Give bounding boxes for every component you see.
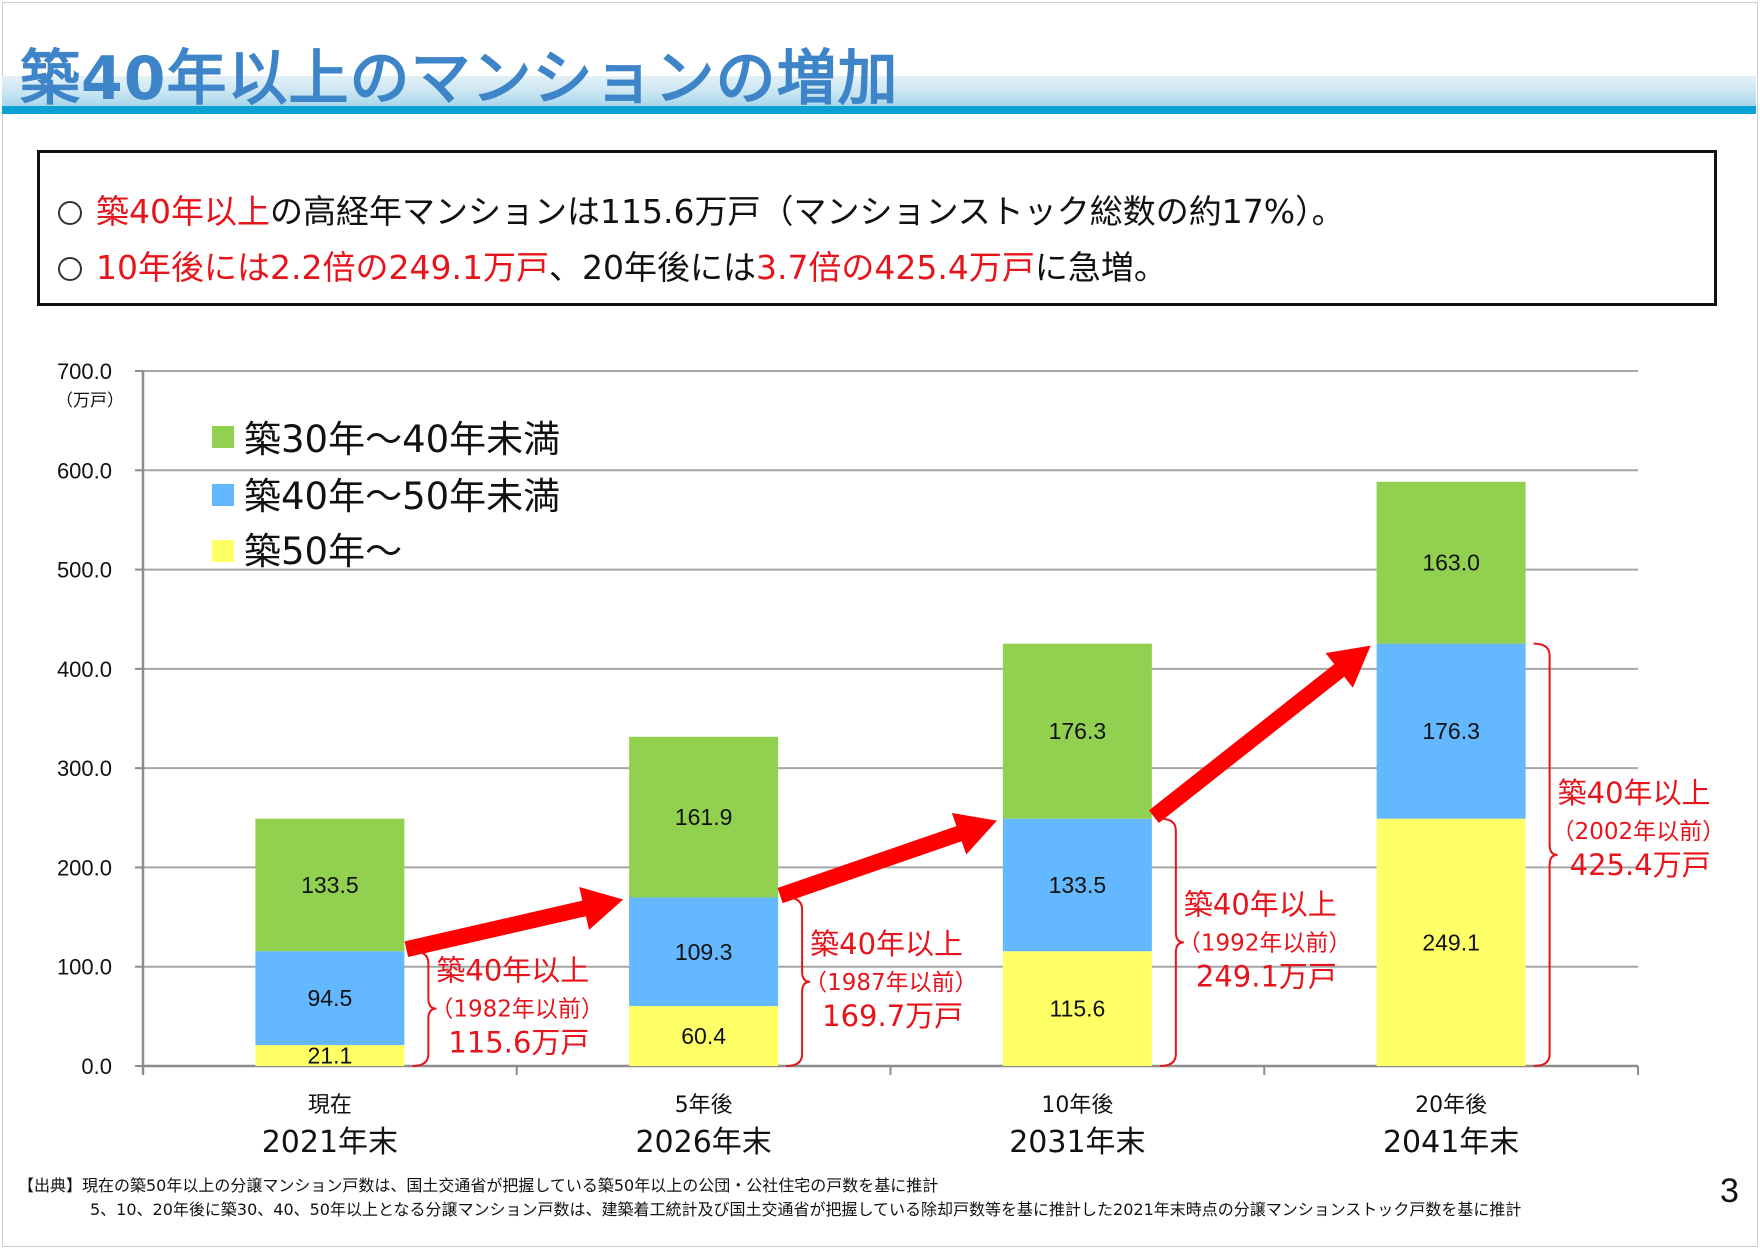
curly-brace	[1533, 642, 1558, 1067]
summary-box: 築40年以上の高経年マンションは115.6万戸（マンションストック総数の約17%…	[37, 150, 1717, 306]
summary-line-1-text: 築40年以上の高経年マンションは115.6万戸（マンションストック総数の約17%…	[96, 192, 1345, 231]
summary-line-2-text: 10年後には2.2倍の249.1万戸、20年後には3.7倍の425.4万戸に急増…	[96, 248, 1167, 287]
y-tick-label: 300.0	[57, 756, 112, 781]
trend-arrow	[404, 887, 624, 958]
x-category-label-top: 20年後	[1415, 1093, 1487, 1118]
summary-run: 築40年以上	[96, 192, 270, 231]
bar-value-label: 249.1	[1422, 929, 1480, 955]
bar-segment	[1002, 818, 1152, 952]
bar-value-label: 176.3	[1422, 718, 1480, 744]
legend-swatch-green	[212, 426, 234, 448]
bar-segment	[1376, 818, 1526, 1066]
annotation-total: 249.1万戸	[1196, 959, 1337, 993]
y-tick-label: 600.0	[57, 458, 112, 483]
legend-swatch-yellow	[212, 540, 234, 562]
annotation-period: （1987年以前）	[804, 970, 978, 996]
bar-segment	[1002, 643, 1152, 819]
x-category-label-bottom: 2021年末	[262, 1125, 398, 1160]
bar-segment	[255, 951, 405, 1046]
title-band	[2, 76, 1756, 106]
annotation-title: 築40年以上	[1558, 776, 1711, 810]
legend-label-50: 築50年～	[244, 530, 402, 573]
y-axis-unit: （万戸）	[56, 391, 124, 411]
legend: 築30年～40年未満 築40年～50年未満 築50年～	[212, 418, 560, 573]
circle-bullet-icon	[58, 257, 82, 281]
legend-label-30-40: 築30年～40年未満	[244, 418, 560, 461]
summary-run: 3.7倍の425.4万戸	[755, 248, 1035, 287]
title-rule	[2, 106, 1756, 114]
bar-value-label: 133.5	[1049, 872, 1107, 898]
annotation-title: 築40年以上	[436, 954, 589, 988]
y-tick-label: 200.0	[57, 855, 112, 880]
bar-value-label: 60.4	[681, 1023, 726, 1049]
y-tick-label: 0.0	[81, 1054, 112, 1079]
circle-bullet-icon	[58, 201, 82, 225]
trend-arrow	[1148, 645, 1371, 823]
bar-value-label: 21.1	[307, 1043, 352, 1069]
annotation-brackets: 築40年以上 （1982年以前） 115.6万戸 築40年以上 （1987年以前） 169…	[412, 642, 1726, 1067]
footer-source-line-1: 【出典】現在の築50年以上の分譲マンション戸数は、国土交通省が把握している築50…	[18, 1176, 939, 1195]
y-tick-label: 100.0	[57, 955, 112, 980]
bar-segment	[1002, 951, 1152, 1066]
bar-value-label: 115.6	[1049, 996, 1105, 1022]
trend-arrows	[404, 645, 1371, 958]
page-number: 3	[1720, 1172, 1739, 1210]
bar-value-label: 161.9	[675, 804, 733, 830]
y-tick-label: 700.0	[57, 359, 112, 384]
bars: 21.1 94.5 133.5 60.4 109.3 161.9 115.6 133.5 176…	[255, 481, 1526, 1069]
annotation-title: 築40年以上	[1184, 887, 1337, 921]
curly-brace	[412, 950, 437, 1067]
bar-segment	[629, 736, 779, 898]
bar-value-label: 176.3	[1049, 718, 1107, 744]
annotation-period: （2002年以前）	[1552, 819, 1726, 845]
bar-segment	[1376, 643, 1526, 819]
legend-swatch-blue	[212, 484, 234, 506]
legend-label-40-50: 築40年～50年未満	[244, 475, 560, 518]
slide-title: 築40年以上のマンションの増加	[20, 44, 899, 114]
trend-arrow	[777, 812, 997, 904]
footer-source-line-2: 5、10、20年後に築30、40、50年以上となる分譲マンション戸数は、建築着工…	[90, 1200, 1522, 1219]
x-category-label-top: 現在	[308, 1093, 352, 1118]
summary-line-1: 築40年以上の高経年マンションは115.6万戸（マンションストック総数の約17%…	[58, 185, 1345, 233]
annotation-total: 115.6万戸	[448, 1026, 589, 1060]
annotation-period: （1992年以前）	[1178, 930, 1352, 956]
annotation-title: 築40年以上	[810, 927, 963, 961]
x-category-label-bottom: 2031年末	[1009, 1125, 1145, 1160]
y-tick-label: 400.0	[57, 657, 112, 682]
summary-run: の高経年マンションは115.6万戸（マンションストック総数の約17%）。	[270, 192, 1345, 231]
bar-value-label: 94.5	[307, 985, 352, 1011]
x-category-label-top: 5年後	[675, 1093, 733, 1118]
bar-value-label: 133.5	[301, 872, 359, 898]
summary-run: 10年後には2.2倍の249.1万戸	[96, 248, 549, 287]
x-category-label-bottom: 2041年末	[1383, 1125, 1519, 1160]
y-tick-label: 500.0	[57, 558, 112, 583]
axes: 0.0 100.0 200.0 300.0 400.0 500.0 600.0 700.0 現在…	[57, 359, 1639, 1160]
bar-value-label: 163.0	[1422, 550, 1480, 576]
annotation-period: （1982年以前）	[430, 997, 604, 1023]
bar-segment	[255, 1045, 405, 1066]
bar-value-label: 109.3	[675, 939, 733, 965]
curly-brace	[786, 896, 811, 1067]
x-category-label-bottom: 2026年末	[635, 1125, 771, 1160]
summary-run: 、20年後には	[548, 248, 756, 287]
summary-line-2: 10年後には2.2倍の249.1万戸、20年後には3.7倍の425.4万戸に急増…	[58, 241, 1167, 289]
annotation-total: 169.7万戸	[822, 999, 963, 1033]
annotation-total: 425.4万戸	[1570, 848, 1711, 882]
bar-segment	[629, 1006, 779, 1066]
summary-run: に急増。	[1034, 248, 1167, 287]
bar-segment	[1376, 481, 1526, 644]
x-category-label-top: 10年後	[1041, 1093, 1113, 1118]
bar-segment	[255, 818, 405, 952]
bar-segment	[629, 897, 779, 1007]
